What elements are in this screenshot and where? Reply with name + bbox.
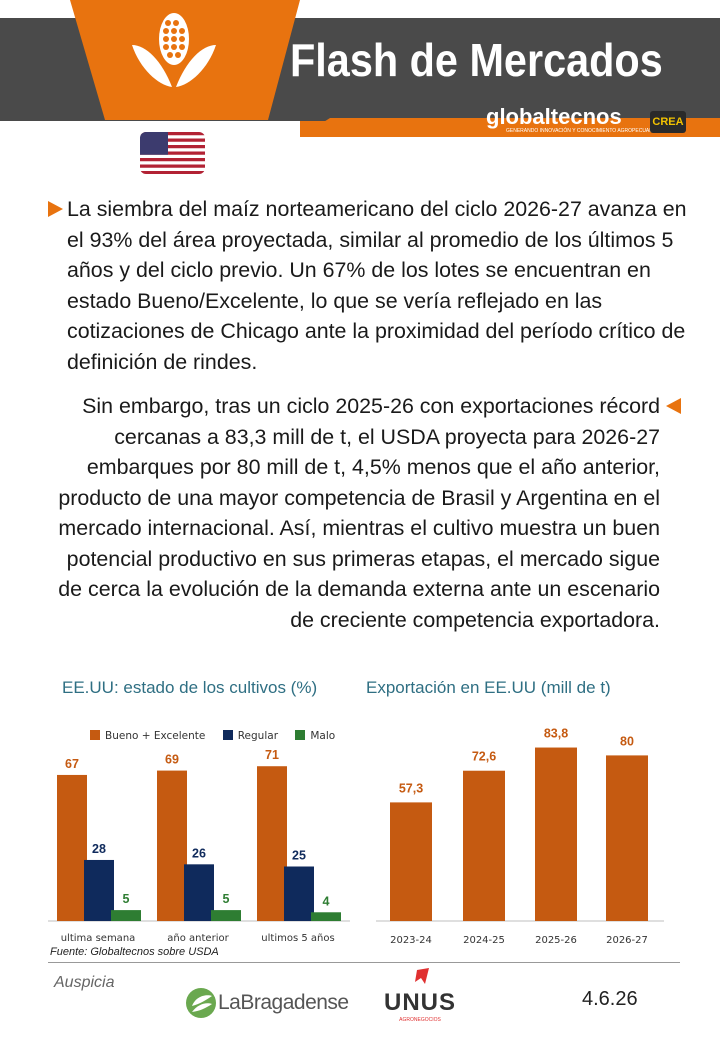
labragadense-logo-icon — [186, 988, 216, 1018]
bullet-arrow-left-icon — [666, 398, 681, 414]
paragraph-2: Sin embargo, tras un ciclo 2025-26 con e… — [58, 394, 660, 632]
header-emblem — [70, 0, 720, 137]
chart2-data-label: 83,8 — [544, 727, 568, 741]
publication-date: 4.6.26 — [582, 988, 638, 1010]
chart1-data-label: 25 — [292, 849, 306, 863]
chart2-tick-label: 2026-27 — [606, 935, 648, 946]
paragraph-1: La siembra del maíz norteamericano del c… — [67, 197, 687, 374]
corn-icon — [132, 13, 216, 87]
brand-logo: globaltecnos — [486, 104, 622, 129]
chart1-bar — [157, 770, 187, 921]
chart1-data-label: 5 — [223, 892, 230, 906]
chart1-data-label: 26 — [192, 846, 206, 860]
chart2-bar — [390, 802, 432, 921]
chart1-tick-label: ultima semana — [61, 933, 136, 944]
legend-label: Malo — [310, 730, 336, 742]
chart2-tick-label: 2023-24 — [390, 935, 432, 946]
chart1-bar — [111, 910, 141, 921]
legend-label: Regular — [237, 730, 279, 742]
chart1-bar — [84, 859, 114, 921]
chart1-data-label: 69 — [165, 753, 179, 767]
chart1-bar — [211, 910, 241, 921]
sponsor-unus-tagline: AGRONEGOCIOS — [399, 1017, 441, 1023]
usa-flag-icon — [140, 132, 205, 174]
sponsor-label: Auspicia — [54, 974, 115, 991]
chart1-bar — [184, 864, 214, 921]
chart1-data-label: 4 — [323, 894, 330, 908]
chart1-data-label: 28 — [92, 842, 106, 856]
footer-divider — [48, 962, 680, 963]
chart1-bar — [57, 774, 87, 921]
chart1-data-label: 71 — [265, 748, 279, 762]
partner-logo: CREA — [650, 111, 686, 133]
brand-tagline: GENERANDO INNOVACIÓN Y CONOCIMIENTO AGRO… — [506, 128, 659, 134]
chart1-tick-label: ultimos 5 años — [261, 933, 334, 944]
chart2-bar — [535, 747, 577, 921]
chart2-tick-label: 2025-26 — [535, 935, 577, 946]
chart2-data-label: 80 — [620, 734, 634, 748]
chart1-bar — [284, 866, 314, 921]
chart1-tick-label: año anterior — [167, 933, 229, 944]
chart1-bar — [257, 766, 287, 921]
sponsor-unus: UNUS — [384, 989, 456, 1016]
legend-label: Bueno + Excelente — [105, 730, 206, 742]
chart1-title: EE.UU: estado de los cultivos (%) — [62, 678, 318, 697]
source-note: Fuente: Globaltecnos sobre USDA — [50, 946, 219, 958]
page-title: Flash de Mercados — [290, 34, 663, 86]
legend-item-malo: Malo — [295, 730, 335, 742]
chart1-data-label: 5 — [123, 892, 130, 906]
chart2-tick-label: 2024-25 — [463, 935, 505, 946]
chart2-title: Exportación en EE.UU (mill de t) — [366, 678, 611, 697]
sponsor-labragadense: LaBragadense — [218, 991, 349, 1014]
legend-item-regular: Regular — [222, 730, 279, 742]
unus-logo: UNUS AGRONEGOCIOS — [384, 968, 456, 1023]
chart2-bar — [606, 755, 648, 921]
legend-item-bueno: Bueno + Excelente — [90, 730, 205, 742]
chart1-legend: Bueno + Excelente Regular Malo — [90, 730, 349, 742]
chart1-bar — [311, 912, 341, 921]
chart2-bar — [463, 770, 505, 921]
chart2-data-label: 57,3 — [399, 781, 423, 795]
chart1-data-label: 67 — [65, 757, 79, 771]
bullet-arrow-right-icon — [48, 201, 63, 217]
chart2-data-label: 72,6 — [472, 750, 496, 764]
